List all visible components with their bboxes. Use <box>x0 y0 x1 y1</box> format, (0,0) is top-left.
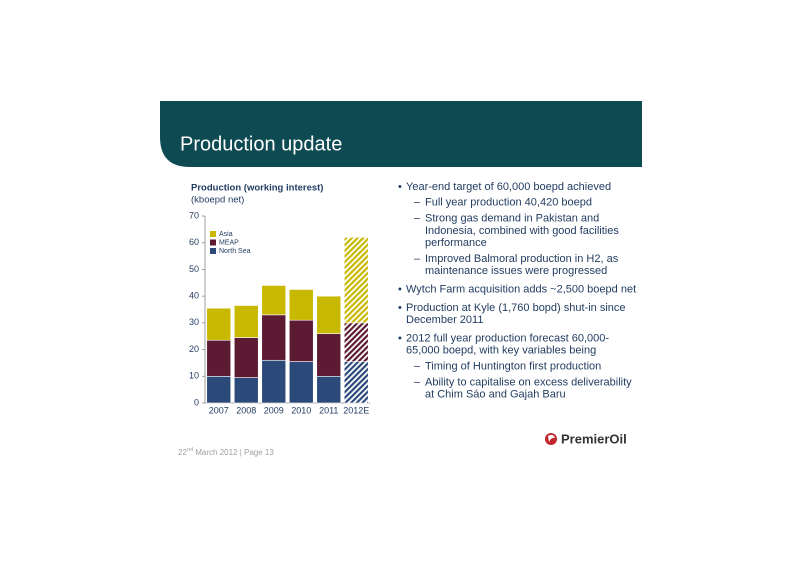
legend-swatch <box>210 248 216 254</box>
sub-bullet-dash: – <box>414 253 421 265</box>
bullet-text: 2012 full year production forecast 60,00… <box>406 332 609 344</box>
bar-segment <box>206 375 232 404</box>
bullet-dot: • <box>398 302 402 314</box>
x-tick-label: 2008 <box>236 405 256 415</box>
sub-bullet-text: Timing of Huntington first production <box>425 361 601 373</box>
y-tick-label: 40 <box>189 291 199 301</box>
legend-label: MEAP <box>219 239 239 246</box>
sub-bullet-text: performance <box>425 237 487 249</box>
footer-suffix: nd <box>187 447 193 453</box>
bar-segment <box>316 375 342 404</box>
y-tick-label: 0 <box>194 397 199 407</box>
bar-segment <box>288 361 314 404</box>
bullet-dot: • <box>398 284 402 296</box>
bar-segment <box>288 289 314 321</box>
sub-bullet-dash: – <box>414 376 421 388</box>
bar-segment <box>261 285 287 316</box>
bar-segment <box>288 319 314 362</box>
sub-bullet-dash: – <box>414 197 421 209</box>
bar-segment <box>233 377 259 404</box>
legend-label: North Sea <box>219 248 251 255</box>
legend-label: Asia <box>219 231 233 238</box>
chart: 0 10 20 30 40 50 60 70 2007 2008 2009 2010 2011 2012E… <box>189 210 370 415</box>
bar-segment <box>343 237 369 324</box>
bullet-text: Year-end target of 60,000 boepd achieved <box>406 181 611 193</box>
chart-title: Production (working interest) <box>191 183 323 194</box>
sub-bullet-text: maintenance issues were progressed <box>425 265 607 277</box>
sub-bullet-text: Ability to capitalise on excess delivera… <box>425 376 632 388</box>
bar-segment <box>343 322 369 362</box>
logo-icon-detail <box>548 434 555 442</box>
y-tick-label: 70 <box>189 210 199 220</box>
sub-bullet-text: Full year production 40,420 boepd <box>425 197 592 209</box>
legend-swatch <box>210 231 216 237</box>
bullet-text: Production at Kyle (1,760 bopd) shut-in … <box>406 302 626 314</box>
x-tick-label: 2007 <box>209 405 229 415</box>
bar-segment <box>261 359 287 404</box>
y-tick-label: 10 <box>189 371 199 381</box>
footer-rest: March 2012 | Page 13 <box>193 448 274 457</box>
bullet-dot: • <box>398 181 402 193</box>
footer: 22nd March 2012 | Page 13 <box>178 447 274 457</box>
x-tick-label: 2011 <box>319 405 338 415</box>
bullet-list: • Year-end target of 60,000 boepd achieve… <box>398 181 636 401</box>
legend-swatch <box>210 239 216 246</box>
slide-title: Production update <box>180 133 342 155</box>
bar-segment <box>316 295 342 334</box>
sub-bullet-text: Strong gas demand in Pakistan and <box>425 213 599 225</box>
bullet-dot: • <box>398 332 402 344</box>
chart-subtitle: (kboepd net) <box>191 195 244 206</box>
sub-bullet-text: at Chim Sáo and Gajah Baru <box>425 389 566 401</box>
logo-icon <box>545 433 557 445</box>
sub-bullet-text: Improved Balmoral production in H2, as <box>425 253 619 265</box>
sub-bullet-dash: – <box>414 361 421 373</box>
bullet-text: December 2011 <box>406 314 483 326</box>
y-tick-label: 30 <box>189 317 199 327</box>
bar-segment <box>233 305 259 338</box>
y-tick-label: 20 <box>189 344 199 354</box>
sub-bullet-text: Indonesia, combined with good facilities <box>425 225 619 237</box>
sub-bullet-dash: – <box>414 213 421 225</box>
bar-segment <box>261 314 287 361</box>
footer-day: 22 <box>178 448 187 457</box>
header-band <box>160 101 642 167</box>
bar-segment <box>206 307 232 341</box>
x-tick-label: 2010 <box>291 405 311 415</box>
logo: PremierOil <box>545 431 627 446</box>
bar-segment <box>316 333 342 377</box>
bullet-text: 65,000 boepd, with key variables being <box>406 345 596 357</box>
bar-segment <box>343 361 369 404</box>
bullet-text: Wytch Farm acquisition adds ~2,500 boepd… <box>406 284 636 296</box>
bar-segment <box>206 339 232 377</box>
y-tick-label: 60 <box>189 237 199 247</box>
y-tick-label: 50 <box>189 264 199 274</box>
logo-text: PremierOil <box>561 431 627 446</box>
x-tick-label: 2009 <box>264 405 284 415</box>
bar-segment <box>233 337 259 378</box>
x-tick-label: 2012E <box>343 405 369 415</box>
